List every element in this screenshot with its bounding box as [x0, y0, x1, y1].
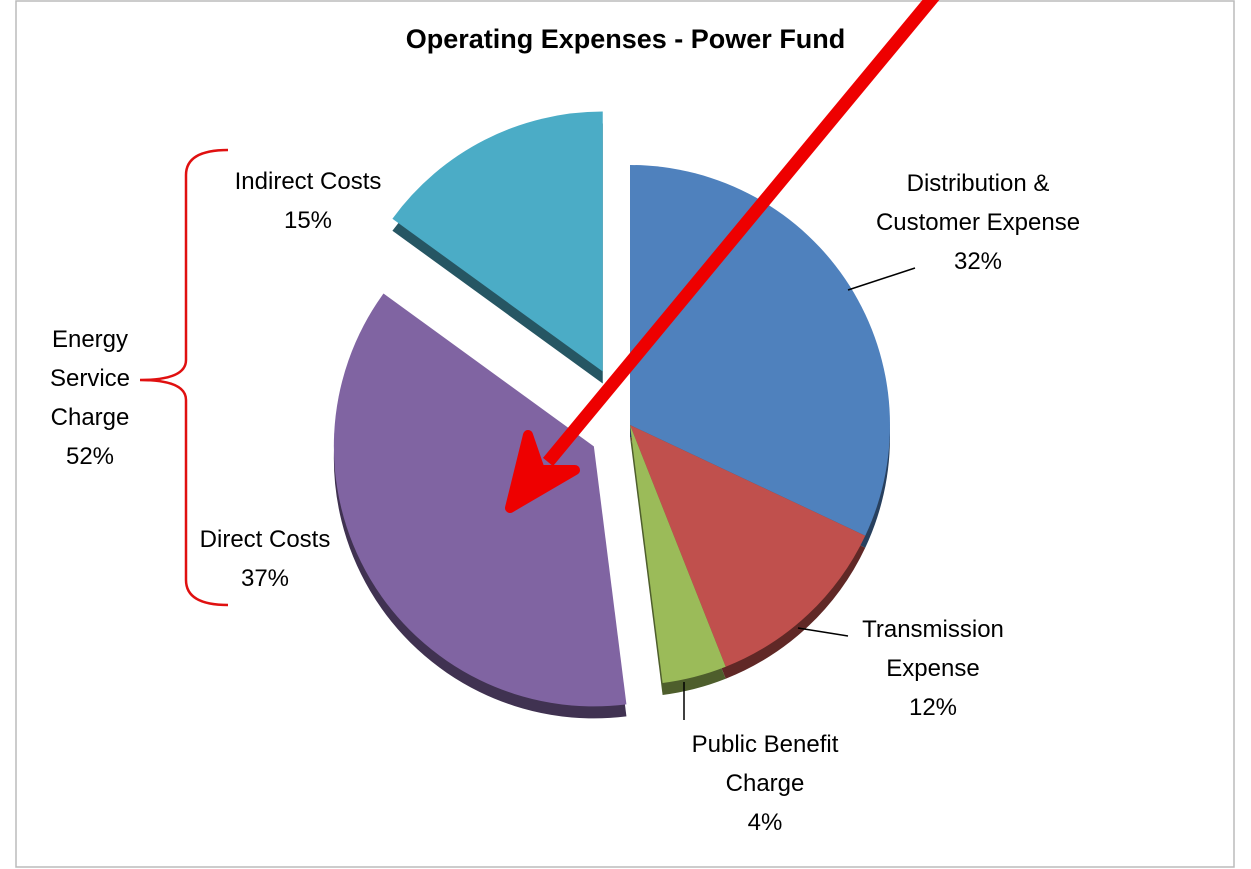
value-label: 4% [747, 809, 783, 836]
arrow-head [505, 430, 580, 513]
arrow-shaft [542, 0, 940, 467]
data-label: Indirect Costs 15% [208, 162, 408, 240]
slice [630, 425, 866, 667]
slice [630, 425, 726, 683]
value-label: 15% [283, 207, 333, 234]
value-label: 37% [240, 565, 290, 592]
chart-frame [15, 0, 1235, 868]
category-label: Indirect Costs [234, 168, 382, 195]
category-label: Direct Costs [199, 526, 331, 553]
slice [333, 293, 627, 707]
leader-lines [683, 267, 916, 720]
value-label: 32% [953, 248, 1003, 275]
category-label: Distribution & Customer Expense [875, 170, 1081, 236]
pie [333, 111, 890, 719]
leader-line [797, 627, 849, 637]
category-label: Transmission Expense [862, 616, 1004, 682]
slice [630, 165, 890, 536]
leader-line [847, 267, 916, 291]
slice [392, 111, 603, 372]
data-label: Distribution & Customer Expense 32% [873, 164, 1083, 281]
value-label: 12% [908, 694, 958, 721]
data-label: Public Benefit Charge 4% [665, 725, 865, 842]
data-label: Direct Costs 37% [180, 520, 350, 598]
data-label: Transmission Expense 12% [838, 610, 1028, 727]
bracket [139, 148, 229, 607]
category-label: Public Benefit Charge [691, 731, 839, 797]
annotation: Energy Service Charge 52% [49, 326, 131, 470]
chart-title: Operating Expenses - Power Fund [405, 24, 846, 54]
